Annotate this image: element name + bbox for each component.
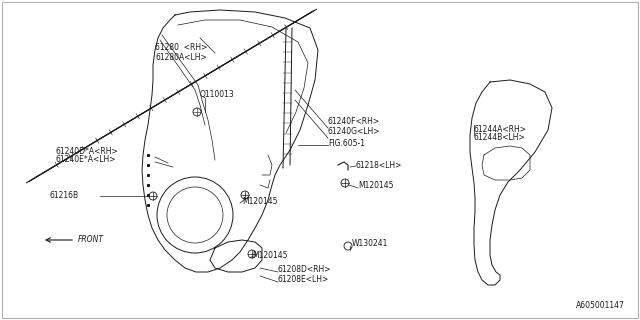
Text: M120145: M120145 xyxy=(358,181,394,190)
Text: M120145: M120145 xyxy=(252,252,287,260)
Text: A605001147: A605001147 xyxy=(576,301,625,310)
Text: 61280A<LH>: 61280A<LH> xyxy=(155,52,207,61)
Text: 61240D*A<RH>: 61240D*A<RH> xyxy=(55,147,118,156)
Text: M120145: M120145 xyxy=(242,197,278,206)
Text: FRONT: FRONT xyxy=(78,236,104,244)
Text: 61208E<LH>: 61208E<LH> xyxy=(278,275,329,284)
Text: 61244B<LH>: 61244B<LH> xyxy=(474,133,525,142)
Text: W130241: W130241 xyxy=(352,239,388,249)
Text: 61216B: 61216B xyxy=(50,190,79,199)
Text: Q110013: Q110013 xyxy=(200,90,235,99)
Text: 61218<LH>: 61218<LH> xyxy=(356,161,403,170)
Text: FIG.605-1: FIG.605-1 xyxy=(328,139,365,148)
Text: 61208D<RH>: 61208D<RH> xyxy=(278,266,332,275)
Text: 61240G<LH>: 61240G<LH> xyxy=(328,126,381,135)
Text: 61240F<RH>: 61240F<RH> xyxy=(328,117,380,126)
Text: 61244A<RH>: 61244A<RH> xyxy=(474,124,527,133)
Text: 61240E*A<LH>: 61240E*A<LH> xyxy=(55,156,115,164)
Text: 61280  <RH>: 61280 <RH> xyxy=(155,44,207,52)
